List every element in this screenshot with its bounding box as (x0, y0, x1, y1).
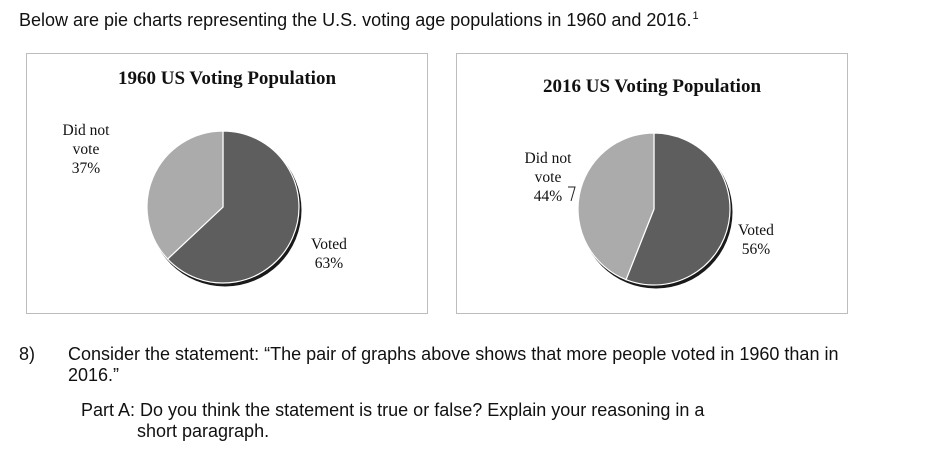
label-voted-1960: Voted 63% (311, 236, 347, 272)
part-a-line1: Do you think the statement is true or fa… (140, 400, 705, 420)
question-text: Consider the statement: “The pair of gra… (68, 344, 839, 385)
part-a: Part A: Do you think the statement is tr… (81, 400, 841, 442)
label-did-not-vote-2016: Did not vote 44% (524, 150, 572, 205)
chart-title-1960: 1960 US Voting Population (117, 68, 337, 89)
chart-2016: 2016 US Voting Population Did not vote 4… (456, 53, 848, 314)
label-did-not-vote-1960: Did not vote 37% (62, 122, 110, 177)
slice-voted-1960 (166, 130, 300, 284)
chart-title-2016: 2016 US Voting Population (542, 76, 762, 97)
part-a-line2: short paragraph. (137, 421, 270, 441)
pie-2016-svg (568, 132, 733, 289)
label-voted-2016: Voted 56% (738, 222, 774, 258)
part-a-label: Part A: (81, 400, 136, 420)
chart-1960: 1960 US Voting Population Did not vote 3… (26, 53, 428, 314)
slice-did-not-vote-2016 (577, 132, 655, 281)
intro-text: Below are pie charts representing the U.… (19, 10, 699, 30)
slice-voted-2016 (625, 132, 731, 286)
footnote-marker: 1 (692, 10, 699, 22)
question-number: 8) (19, 344, 36, 364)
slice-did-not-vote-1960 (146, 130, 224, 260)
pie-1960-svg (146, 130, 302, 287)
leader-line-did-not-vote-2016 (568, 186, 576, 202)
